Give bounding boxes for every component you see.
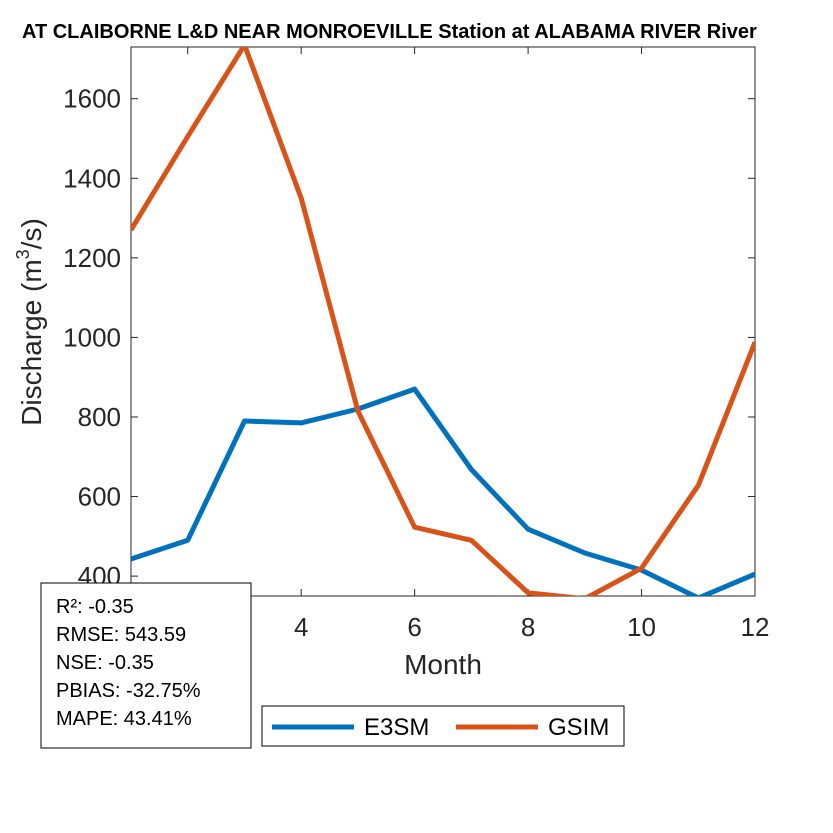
y-tick-label: 1600	[63, 84, 121, 114]
legend-label-gsim: GSIM	[548, 714, 609, 741]
x-tick-label: 8	[521, 612, 535, 642]
y-tick-label: 1000	[63, 322, 121, 352]
stat-pbias: PBIAS: -32.75%	[56, 680, 201, 702]
legend: E3SM GSIM	[261, 705, 625, 747]
stat-r2: R²: -0.35	[56, 596, 134, 618]
series-line-gsim	[131, 47, 755, 596]
x-tick-label: 12	[741, 612, 770, 642]
x-axis-label: Month	[404, 649, 482, 680]
y-tick-label: 1200	[63, 243, 121, 273]
stat-rmse: RMSE: 543.59	[56, 624, 186, 646]
stat-mape: MAPE: 43.41%	[56, 708, 192, 730]
y-axis-label: Discharge (m3/s)	[13, 218, 47, 426]
y-tick-label: 600	[78, 482, 121, 512]
stats-box: R²: -0.35 RMSE: 543.59 NSE: -0.35 PBIAS:…	[40, 582, 252, 749]
series-line-e3sm	[131, 386, 755, 596]
legend-label-e3sm: E3SM	[364, 714, 429, 741]
x-tick-label: 4	[294, 612, 308, 642]
stat-nse: NSE: -0.35	[56, 652, 154, 674]
plot-area	[130, 46, 756, 597]
y-tick-label: 800	[78, 402, 121, 432]
x-tick-label: 6	[407, 612, 421, 642]
y-tick-label: 1400	[63, 163, 121, 193]
x-tick-label: 10	[627, 612, 656, 642]
chart-title: AT CLAIBORNE L&D NEAR MONROEVILLE Statio…	[22, 21, 757, 43]
